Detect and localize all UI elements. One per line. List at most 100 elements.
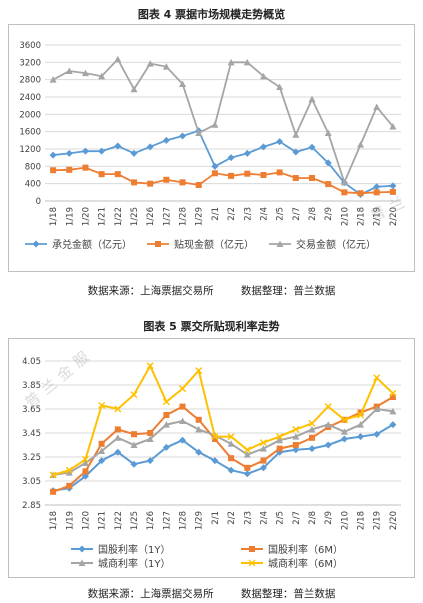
x-tick-label: 1/21 [98, 511, 108, 530]
figure2-source-left: 数据来源：上海票据交易所 [87, 588, 214, 600]
figure1-source-left: 数据来源：上海票据交易所 [87, 285, 214, 297]
x-tick-label: 1/25 [130, 207, 140, 226]
x-tick-label: 1/27 [162, 511, 172, 530]
x-tick-label: 1/20 [81, 511, 91, 530]
x-tick-label: 2/5 [276, 511, 286, 525]
data-point [179, 417, 187, 424]
data-point [146, 60, 154, 67]
data-point [260, 172, 267, 178]
x-tick-label: 2/8 [308, 511, 318, 525]
data-point [276, 138, 284, 146]
y-tick-label: 3.05 [22, 477, 41, 487]
x-tick-label: 2/4 [259, 511, 269, 525]
x-tick-label: 1/26 [146, 511, 156, 530]
x-tick-label: 1/18 [49, 511, 59, 530]
data-point [259, 464, 267, 472]
data-point [65, 67, 73, 74]
x-tick-label: 1/28 [179, 207, 189, 226]
series-line [52, 129, 393, 196]
data-point [244, 170, 251, 177]
x-tick-label: 1/18 [49, 207, 59, 226]
data-point [227, 58, 235, 66]
data-point [162, 421, 170, 428]
data-point [114, 171, 121, 178]
legend-label: 承兑金额（亿元） [52, 238, 132, 251]
data-point [389, 122, 397, 130]
y-tick-label: 400 [25, 180, 41, 190]
x-tick-label: 2/18 [357, 511, 367, 530]
legend-marker [248, 559, 256, 567]
data-point [131, 179, 137, 186]
data-point [227, 154, 235, 162]
data-point [292, 446, 300, 454]
data-point [195, 416, 202, 423]
data-point [260, 457, 267, 464]
data-point [308, 95, 316, 103]
figure2-panel: 2.85 3.05 3.25 3.45 3.65 3.85 4.05 1/18 1/19 1/20… [8, 338, 415, 578]
x-tick-label: 1/20 [81, 207, 91, 226]
x-tick-label: 2/20 [389, 207, 399, 226]
legend-label: 国股利率（6M） [268, 543, 343, 556]
x-tick-label: 2/9 [324, 207, 334, 221]
data-point [357, 190, 364, 197]
data-point [211, 170, 218, 177]
data-point [324, 403, 332, 411]
rate-chart: 2.85 3.05 3.25 3.45 3.65 3.85 4.05 1/18 1/19 1/20… [22, 357, 401, 570]
legend-marker [155, 241, 161, 247]
figure1-source-right: 数据整理：普兰数据 [240, 285, 336, 297]
x-tick-label: 2/4 [259, 207, 269, 221]
legend-marker [249, 546, 255, 552]
x-tick-label: 1/28 [179, 511, 189, 530]
data-point [373, 405, 381, 412]
data-point [373, 430, 381, 438]
data-point [114, 448, 122, 456]
data-point [49, 471, 57, 479]
data-point [276, 436, 284, 444]
data-point [211, 436, 218, 442]
data-point [340, 435, 348, 443]
data-point [324, 441, 332, 449]
x-tick-label: 2/20 [389, 511, 399, 530]
data-point [357, 421, 365, 428]
data-point [49, 76, 57, 83]
data-point [65, 466, 73, 474]
data-point [98, 447, 106, 454]
data-point [81, 455, 89, 463]
data-point [389, 407, 397, 415]
legend-label: 城商利率（6M） [268, 557, 343, 570]
series-line [52, 423, 394, 492]
data-point [308, 143, 316, 151]
data-point [146, 435, 154, 442]
x-tick-label: 2/9 [324, 511, 334, 525]
data-point [163, 412, 170, 418]
x-tick-label: 2/8 [308, 207, 318, 221]
data-point [179, 385, 187, 393]
y-tick-label: 0 [36, 197, 41, 207]
x-tick-label: 1/29 [195, 511, 205, 530]
figure1-panel: 0 400 800 1200 1600 2000 2400 2800 3200 3600 1/18 1… [8, 24, 415, 272]
data-point [308, 425, 316, 433]
data-point [65, 149, 73, 157]
data-point [195, 425, 203, 433]
x-tick-label: 1/22 [114, 511, 124, 530]
series-line [53, 166, 393, 195]
data-point [211, 457, 219, 465]
y-tick-label: 4.05 [22, 357, 41, 367]
data-point [292, 442, 299, 448]
data-point [179, 179, 186, 186]
x-tick-label: 2/2 [227, 511, 237, 525]
data-point [147, 180, 154, 187]
series-line [52, 396, 394, 493]
data-point [357, 411, 365, 419]
data-point [81, 69, 89, 77]
data-point [50, 167, 57, 174]
data-point [179, 403, 186, 410]
data-point [276, 169, 283, 176]
legend-label: 贴现金额（亿元） [174, 238, 254, 251]
x-tick-label: 2/5 [276, 207, 286, 221]
data-point [162, 63, 170, 70]
data-point [98, 401, 106, 409]
data-point [292, 425, 300, 433]
x-tick-label: 2/3 [243, 511, 253, 525]
data-point [179, 436, 187, 444]
